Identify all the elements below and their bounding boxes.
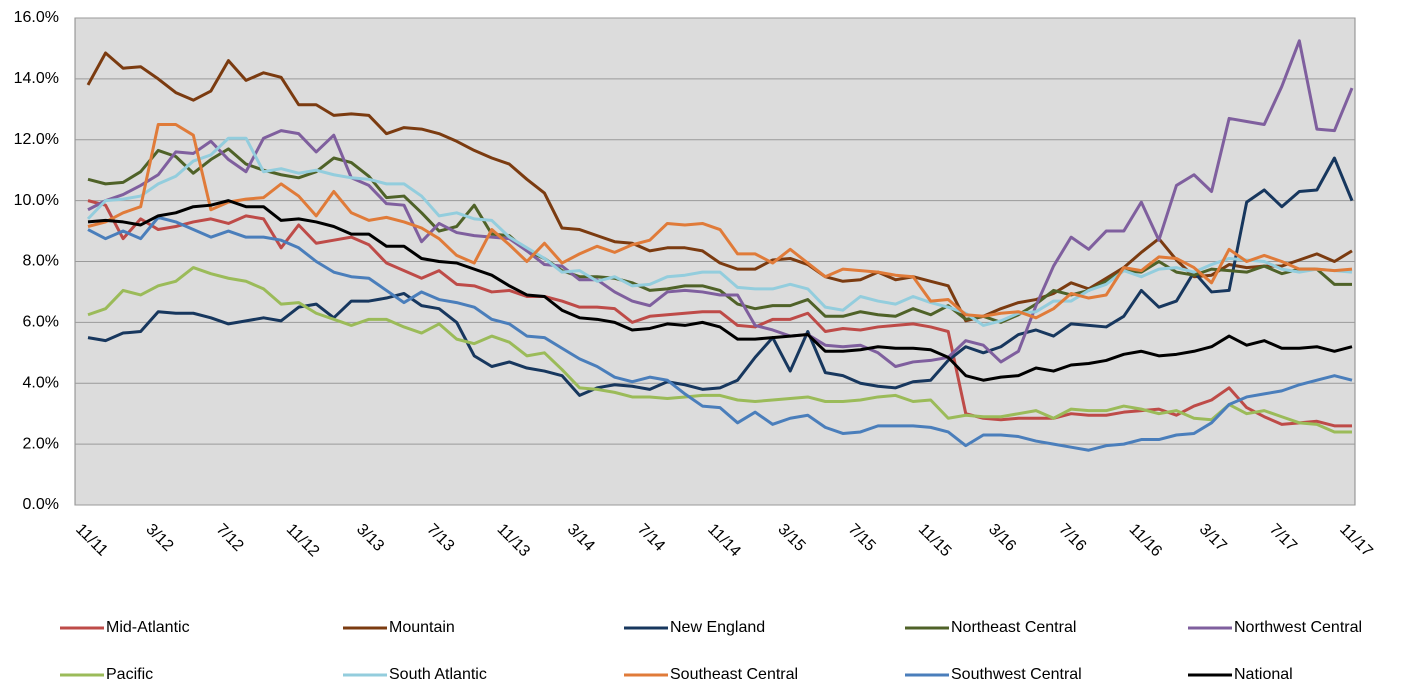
x-tick-label: 7/16 [1055,521,1089,555]
legend-label: Northeast Central [951,619,1076,636]
series-line [87,123,1353,320]
y-tick-label: 4.0% [23,374,59,391]
legend-label: Southeast Central [670,666,798,683]
legend-label: Mountain [389,619,455,636]
x-tick-label: 7/15 [845,521,879,555]
x-tick-label: 3/12 [142,521,176,555]
series-line [87,266,1352,434]
x-tick-label: 7/14 [634,521,668,555]
x-tick-label: 3/17 [1196,521,1230,555]
x-tick-label: 11/13 [494,521,534,561]
series-line [87,147,1352,324]
y-tick-label: 16.0% [14,9,59,26]
series-line [86,136,1353,327]
x-tick-label: 11/12 [283,521,323,561]
series-line [87,39,1354,369]
x-tick-label: 3/14 [564,521,598,555]
x-tick-label: 11/15 [915,521,955,561]
x-tick-label: 11/11 [72,521,111,560]
legend-label: South Atlantic [389,666,487,683]
x-tick-label: 3/15 [774,521,808,555]
x-tick-label: 7/17 [1266,521,1300,555]
legend-label: Mid-Atlantic [106,619,190,636]
x-tick-label: 7/12 [213,521,247,555]
y-tick-label: 10.0% [14,192,59,209]
y-tick-label: 6.0% [23,314,59,331]
series-line [86,51,1353,323]
y-tick-label: 2.0% [23,435,59,452]
x-tick-label: 7/13 [423,521,457,555]
x-tick-label: 11/17 [1336,521,1376,561]
x-tick-label: 11/16 [1126,521,1166,561]
series-line [87,215,1353,452]
legend-label: National [1234,666,1293,683]
legend-label: Southwest Central [951,666,1082,683]
series-line [87,199,1353,382]
legend-label: Pacific [106,666,153,683]
legend-label: New England [670,619,765,636]
x-tick-label: 11/14 [704,521,744,561]
legend-label: Northwest Central [1234,619,1362,636]
y-tick-label: 12.0% [14,131,59,148]
y-tick-label: 0.0% [23,496,59,513]
y-tick-label: 14.0% [14,70,59,87]
x-tick-label: 3/16 [985,521,1019,555]
series-line [87,156,1354,397]
x-tick-label: 3/13 [353,521,387,555]
y-tick-label: 8.0% [23,253,59,270]
